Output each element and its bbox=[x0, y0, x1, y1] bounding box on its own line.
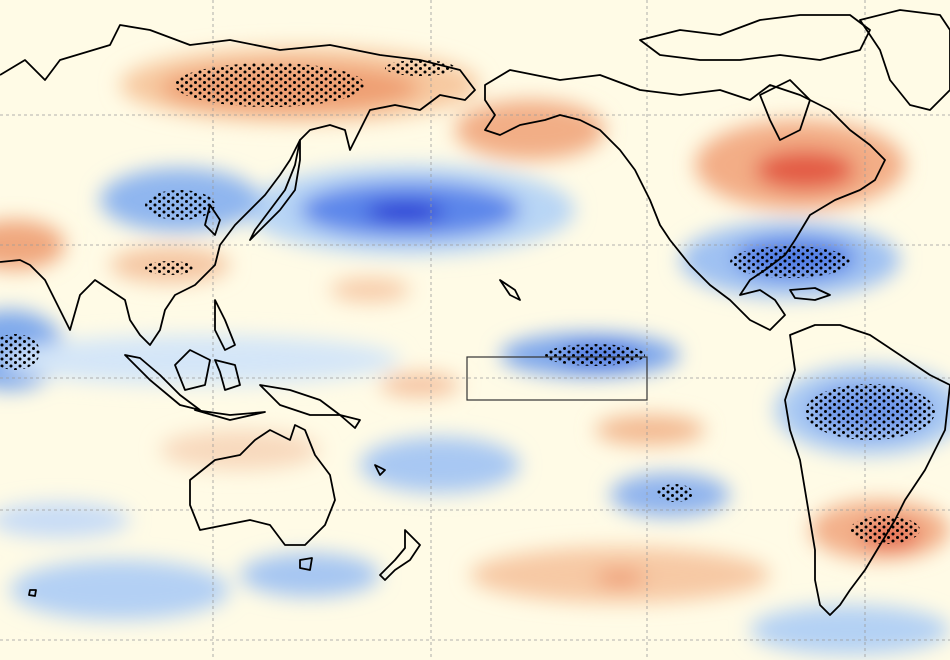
stippling bbox=[0, 60, 935, 544]
nino-box bbox=[466, 356, 648, 401]
coastlines bbox=[0, 9, 950, 616]
